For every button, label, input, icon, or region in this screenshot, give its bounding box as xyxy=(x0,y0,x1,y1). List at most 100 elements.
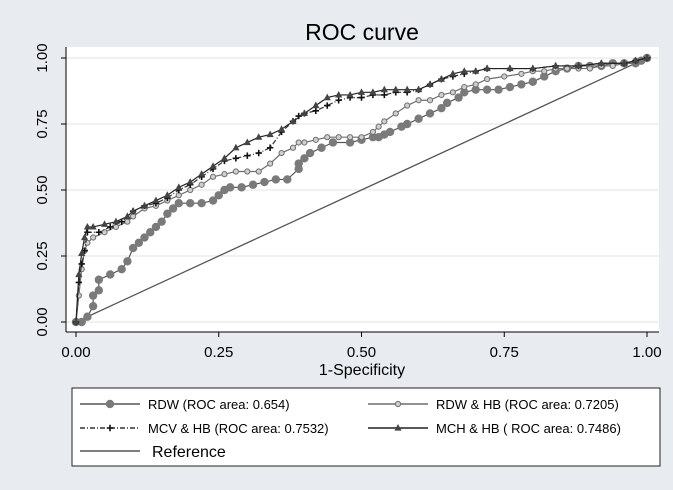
y-tick-label: 0.50 xyxy=(34,175,51,204)
data-point xyxy=(517,80,526,89)
data-point xyxy=(437,75,446,82)
data-point xyxy=(346,90,354,98)
data-point xyxy=(380,85,388,93)
data-point xyxy=(174,199,183,208)
data-point xyxy=(112,223,120,231)
legend-item: MCV & HB (ROC area: 0.7532) xyxy=(80,421,329,436)
data-point xyxy=(225,183,235,192)
data-point xyxy=(244,152,251,159)
data-point xyxy=(101,229,108,236)
data-point xyxy=(295,139,302,146)
data-point xyxy=(94,275,104,284)
data-point xyxy=(438,91,445,99)
data-point xyxy=(312,101,320,109)
data-point xyxy=(278,149,285,157)
data-point xyxy=(414,114,423,123)
data-point xyxy=(289,144,297,151)
data-point xyxy=(402,119,412,129)
data-point xyxy=(425,109,435,118)
data-point xyxy=(90,234,97,241)
legend-item: RDW (ROC area: 0.654) xyxy=(80,397,290,412)
data-point xyxy=(345,138,355,147)
data-point xyxy=(403,85,411,93)
data-point xyxy=(95,229,103,236)
data-point xyxy=(328,138,338,147)
data-point xyxy=(117,265,126,274)
data-point xyxy=(266,130,274,138)
data-point xyxy=(643,54,651,61)
data-point xyxy=(381,91,388,99)
data-point xyxy=(175,183,183,190)
x-tick-label: 1.00 xyxy=(632,344,661,361)
data-point xyxy=(78,260,85,268)
data-point xyxy=(312,136,319,143)
data-point xyxy=(442,98,452,108)
y-tick-label: 1.00 xyxy=(34,43,51,72)
y-tick-label: 0.00 xyxy=(34,307,51,336)
data-point xyxy=(163,209,172,218)
data-point xyxy=(426,80,434,87)
data-point xyxy=(369,88,377,95)
data-point xyxy=(255,149,262,157)
data-point xyxy=(415,85,423,93)
data-point xyxy=(449,89,456,96)
data-point xyxy=(597,59,605,66)
data-point xyxy=(472,67,480,74)
data-point xyxy=(289,117,297,124)
legend: RDW (ROC area: 0.654) RDW & HB (ROC area:… xyxy=(80,397,621,461)
data-point xyxy=(248,180,258,189)
data-point xyxy=(324,134,331,141)
data-point xyxy=(505,82,515,92)
data-point xyxy=(300,109,308,117)
data-point xyxy=(267,160,274,167)
data-point xyxy=(294,159,303,168)
data-point xyxy=(449,69,457,77)
data-point xyxy=(528,77,537,86)
data-point xyxy=(381,118,388,125)
data-point xyxy=(461,83,468,91)
data-point xyxy=(609,62,616,70)
data-point xyxy=(100,220,109,227)
x-tick-label: 0.00 xyxy=(61,344,90,361)
data-point xyxy=(77,317,86,327)
data-point xyxy=(83,312,92,321)
data-point xyxy=(88,291,98,300)
data-point xyxy=(232,155,240,162)
data-point xyxy=(454,93,463,102)
data-point xyxy=(186,178,194,185)
y-tick-label: 0.75 xyxy=(34,109,51,138)
data-point xyxy=(369,128,377,136)
data-point xyxy=(140,233,149,242)
data-point xyxy=(186,199,195,208)
data-point xyxy=(157,217,166,226)
data-point xyxy=(243,138,251,146)
legend-swatch-marker xyxy=(105,399,115,409)
data-point xyxy=(472,81,479,88)
data-point xyxy=(123,212,131,219)
data-point xyxy=(305,148,315,158)
legend-label: RDW & HB (ROC area: 0.7205) xyxy=(436,397,619,412)
data-point xyxy=(335,90,343,98)
legend-item: RDW & HB (ROC area: 0.7205) xyxy=(368,397,619,412)
data-point xyxy=(208,196,218,205)
data-point xyxy=(130,213,137,220)
data-point xyxy=(437,103,446,113)
data-point xyxy=(529,64,537,72)
data-point xyxy=(317,143,326,152)
data-point xyxy=(255,133,263,140)
data-point xyxy=(312,107,320,114)
data-point xyxy=(175,192,182,199)
legend-label: MCV & HB (ROC area: 0.7532) xyxy=(148,421,329,436)
data-point xyxy=(123,257,132,266)
data-point xyxy=(631,56,640,64)
data-point xyxy=(124,218,131,225)
legend-swatch-marker xyxy=(106,424,114,432)
data-point xyxy=(552,61,560,69)
data-point xyxy=(471,85,480,94)
data-point xyxy=(358,134,365,141)
data-point xyxy=(541,68,548,75)
data-point xyxy=(375,123,382,130)
data-point xyxy=(244,168,251,175)
data-point xyxy=(335,134,342,141)
reference-line xyxy=(75,57,648,323)
